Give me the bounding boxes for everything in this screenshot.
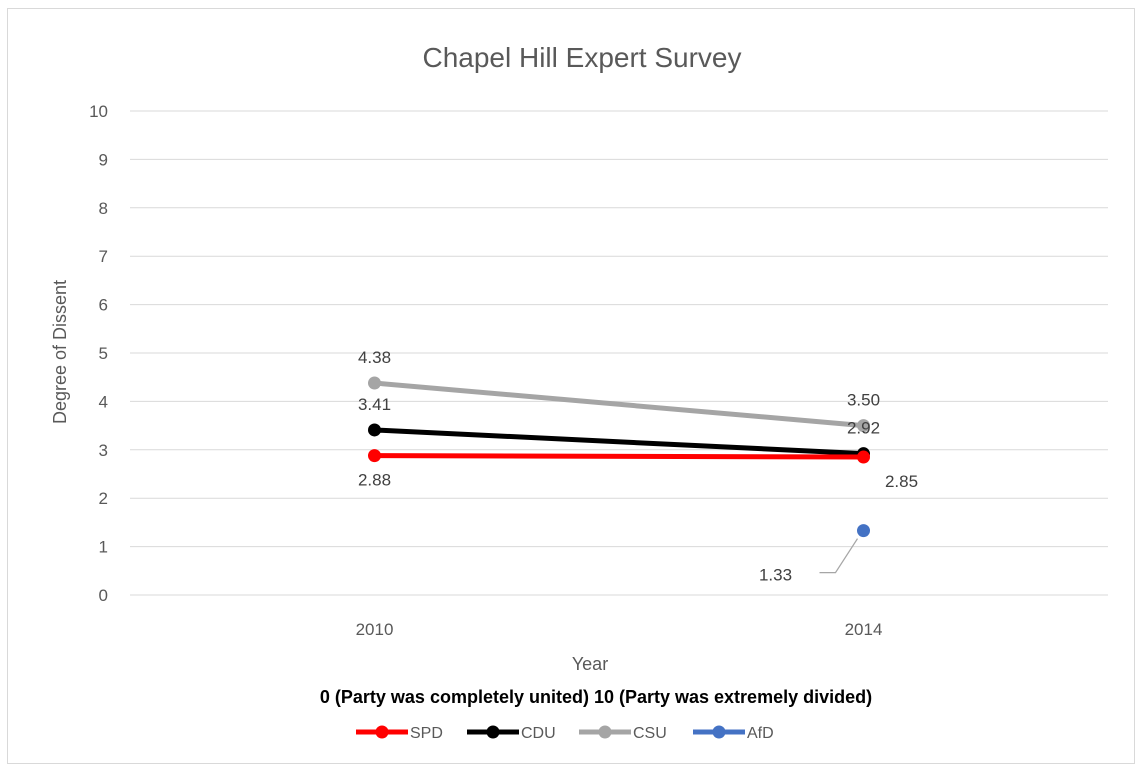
series-group [368,376,870,538]
legend-item-spd: SPD [356,725,443,742]
y-axis-title: Degree of Dissent [50,280,70,424]
data-label-cdu: 3.41 [358,395,391,414]
x-axis-title: Year [572,654,608,674]
chart-frame [7,8,1135,764]
legend-item-csu: CSU [579,725,667,742]
y-tick-label: 2 [99,489,108,508]
series-line-spd [374,453,864,460]
chart-title: Chapel Hill Expert Survey [422,42,741,73]
y-tick-label: 10 [89,102,108,121]
legend-marker [598,725,612,739]
data-point-csu [857,419,870,433]
y-tick-label: 8 [99,199,108,218]
legend-marker [712,725,726,739]
legend-marker [375,725,389,739]
data-label-spd: 2.88 [358,471,391,490]
x-axis-ticks: 2010 2014 [356,620,883,639]
x-tick-label: 2010 [356,620,394,639]
y-tick-label: 1 [99,538,108,557]
legend-item-cdu: CDU [467,725,556,742]
data-label-cdu: 2.92 [847,419,880,438]
y-tick-label: 5 [99,344,108,363]
y-tick-label: 6 [99,296,108,315]
data-point-spd [368,449,381,463]
legend-item-afd: AfD [693,725,774,742]
legend: SPD CDU CSU AfD [356,725,774,742]
legend-marker [486,725,500,739]
legend-label: CSU [633,725,667,742]
legend-label: CDU [521,725,556,742]
data-point-afd [857,524,870,538]
data-point-csu [368,376,381,390]
data-point-spd [857,450,870,464]
data-labels: 2.88 2.85 3.41 2.92 4.38 3.50 1.33 [358,348,918,585]
legend-label: SPD [410,725,443,742]
y-tick-label: 0 [99,586,108,605]
scale-note: 0 (Party was completely united) 10 (Part… [320,687,872,707]
grid-lines [130,110,1108,596]
data-label-csu: 4.38 [358,348,391,367]
y-tick-label: 7 [99,247,108,266]
leader-line [819,538,859,574]
series-line-cdu [374,427,864,457]
data-label-csu: 3.50 [847,391,880,410]
y-tick-label: 4 [99,392,108,411]
data-point-cdu [368,423,381,437]
x-tick-label: 2014 [845,620,883,639]
y-tick-label: 9 [99,150,108,169]
y-tick-label: 3 [99,441,108,460]
y-axis-ticks: 0 1 2 3 4 5 6 7 8 9 10 [89,102,108,605]
data-label-spd: 2.85 [885,472,918,491]
series-line-csu [374,380,864,429]
data-label-afd: 1.33 [759,566,792,585]
legend-label: AfD [747,725,774,742]
